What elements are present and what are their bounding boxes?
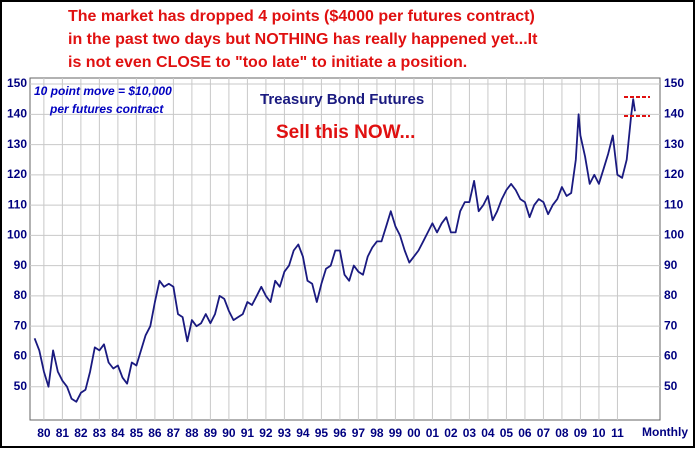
x-tick-label: 96 xyxy=(333,426,347,440)
x-tick-label: 94 xyxy=(296,426,310,440)
x-tick-label: 04 xyxy=(481,426,495,440)
y-tick-label: 70 xyxy=(14,318,28,332)
x-tick-label: 97 xyxy=(352,426,366,440)
annotation: Sell this NOW... xyxy=(276,122,415,143)
x-tick-label: 89 xyxy=(204,426,218,440)
x-tick-label: 82 xyxy=(74,426,88,440)
x-tick-label: 93 xyxy=(278,426,292,440)
x-tick-label: 86 xyxy=(148,426,162,440)
y2-tick-label: 80 xyxy=(664,288,678,302)
y2-tick-label: 130 xyxy=(664,137,684,151)
y2-tick-label: 90 xyxy=(664,258,678,272)
y2-tick-label: 110 xyxy=(664,197,684,211)
y2-tick-label: 140 xyxy=(664,106,684,120)
x-tick-label: 01 xyxy=(426,426,440,440)
plot-area xyxy=(29,77,661,421)
y-tick-label: 120 xyxy=(7,167,27,181)
y-tick-label: 140 xyxy=(7,106,27,120)
chart-title: Treasury Bond Futures xyxy=(260,91,424,108)
x-tick-label: 80 xyxy=(37,426,51,440)
x-tick-label: 98 xyxy=(370,426,384,440)
y2-tick-label: 100 xyxy=(664,228,684,242)
y-tick-label: 80 xyxy=(14,288,28,302)
y-tick-label: 110 xyxy=(8,197,28,211)
annotation: 10 point move = $10,000 xyxy=(34,84,172,98)
y-tick-label: 60 xyxy=(14,349,28,363)
y-tick-label: 130 xyxy=(7,137,27,151)
x-tick-label: 08 xyxy=(555,426,569,440)
x-tick-label: 10 xyxy=(592,426,606,440)
x-tick-label: 07 xyxy=(537,426,551,440)
headline: The market has dropped 4 points ($4000 p… xyxy=(68,8,535,25)
x-tick-label: 95 xyxy=(315,426,329,440)
x-tick-label: 87 xyxy=(167,426,181,440)
x-tick-label: 85 xyxy=(130,426,144,440)
y2-tick-label: 60 xyxy=(664,349,678,363)
x-tick-label: 83 xyxy=(93,426,107,440)
y2-tick-label: 150 xyxy=(664,76,684,90)
price-line xyxy=(33,98,636,403)
x-tick-label: 09 xyxy=(574,426,588,440)
y2-tick-label: 50 xyxy=(664,379,678,393)
grid xyxy=(30,78,660,420)
headline: in the past two days but NOTHING has rea… xyxy=(68,31,538,48)
x-tick-label: 11 xyxy=(611,426,624,440)
y2-tick-label: 70 xyxy=(664,318,678,332)
y-tick-label: 50 xyxy=(14,379,28,393)
y2-tick-label: 120 xyxy=(664,167,684,181)
marks xyxy=(33,98,636,403)
x-tick-label: 84 xyxy=(111,426,125,440)
x-tick-label: 06 xyxy=(518,426,532,440)
x-axis-label: Monthly xyxy=(642,425,688,439)
x-tick-label: 90 xyxy=(222,426,236,440)
headline: is not even CLOSE to "too late" to initi… xyxy=(68,54,467,71)
x-tick-label: 00 xyxy=(407,426,421,440)
x-tick-label: 91 xyxy=(241,426,255,440)
x-tick-label: 05 xyxy=(500,426,514,440)
x-tick-label: 03 xyxy=(463,426,477,440)
x-tick-label: 02 xyxy=(444,426,458,440)
y-tick-label: 150 xyxy=(7,76,27,90)
x-tick-label: 88 xyxy=(185,426,199,440)
x-tick-label: 99 xyxy=(389,426,403,440)
x-tick-label: 92 xyxy=(259,426,273,440)
y-tick-label: 100 xyxy=(7,228,27,242)
y-tick-label: 90 xyxy=(14,258,28,272)
x-tick-label: 81 xyxy=(56,426,70,440)
annotation: per futures contract xyxy=(49,102,164,116)
